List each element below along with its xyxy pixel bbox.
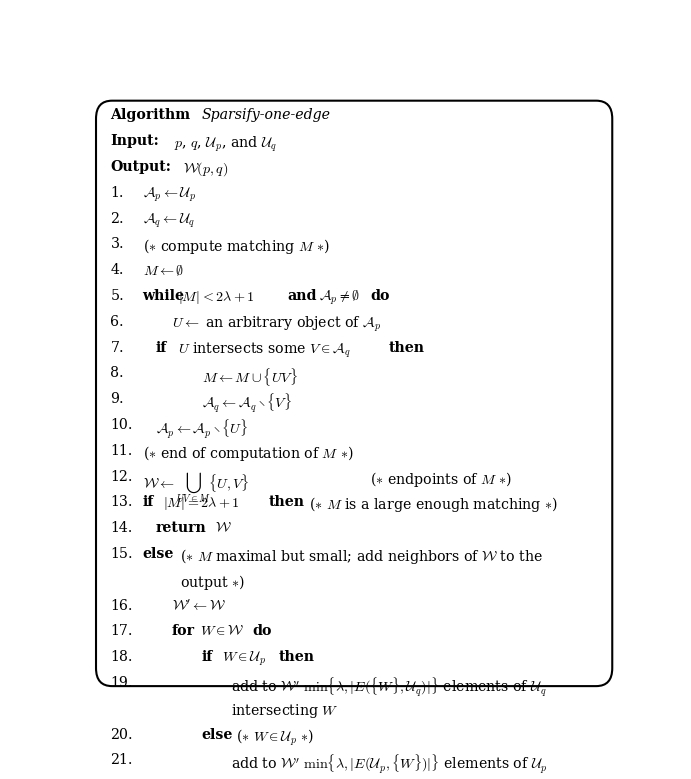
Text: $\mathcal{W}(p,q)$: $\mathcal{W}(p,q)$ [182, 160, 228, 178]
Text: ($\ast$ end of computation of $M$ $\ast$): ($\ast$ end of computation of $M$ $\ast$… [142, 444, 353, 463]
Text: do: do [370, 289, 390, 303]
Text: Input:: Input: [111, 134, 159, 148]
Text: 11.: 11. [111, 444, 133, 458]
Text: $M \leftarrow M \cup \{UV\}$: $M \leftarrow M \cup \{UV\}$ [202, 366, 297, 389]
Text: 20.: 20. [111, 728, 133, 742]
Text: $\mathcal{A}_p \neq \emptyset$: $\mathcal{A}_p \neq \emptyset$ [319, 289, 360, 308]
Text: 3.: 3. [111, 238, 124, 252]
Text: do: do [252, 624, 272, 638]
Text: 12.: 12. [111, 470, 133, 484]
Text: ($\ast$ compute matching $M$ $\ast$): ($\ast$ compute matching $M$ $\ast$) [142, 238, 330, 256]
Text: for: for [172, 624, 195, 638]
Text: 13.: 13. [111, 495, 133, 509]
Text: 14.: 14. [111, 521, 133, 535]
Text: 4.: 4. [111, 263, 124, 277]
Text: 21.: 21. [111, 753, 133, 767]
Text: $U$ intersects some $V \in \mathcal{A}_q$: $U$ intersects some $V \in \mathcal{A}_q… [178, 340, 351, 360]
Text: and: and [287, 289, 316, 303]
Text: add to $\mathcal{W}'$ $\min\{\lambda, |E(\{W\}, \mathcal{U}_q)|\}$ elements of $: add to $\mathcal{W}'$ $\min\{\lambda, |E… [231, 676, 547, 699]
Text: $|M| = 2\lambda + 1$: $|M| = 2\lambda + 1$ [163, 495, 240, 513]
Text: $|M| < 2\lambda + 1$: $|M| < 2\lambda + 1$ [178, 289, 255, 306]
Text: then: then [389, 340, 425, 354]
Text: Sparsify-one-edge: Sparsify-one-edge [202, 108, 330, 122]
Text: then: then [279, 650, 315, 664]
Text: $M \leftarrow \emptyset$: $M \leftarrow \emptyset$ [142, 263, 184, 278]
Text: while: while [142, 289, 184, 303]
Text: 1.: 1. [111, 186, 124, 200]
Text: $\mathcal{A}_p \leftarrow \mathcal{U}_p$: $\mathcal{A}_p \leftarrow \mathcal{U}_p$ [142, 186, 196, 204]
Text: 7.: 7. [111, 340, 124, 354]
Text: $W \in \mathcal{U}_p$: $W \in \mathcal{U}_p$ [223, 650, 267, 668]
Text: $\mathcal{A}_q \leftarrow \mathcal{U}_q$: $\mathcal{A}_q \leftarrow \mathcal{U}_q$ [142, 212, 195, 230]
Text: intersecting $W$: intersecting $W$ [231, 702, 339, 720]
Text: then: then [268, 495, 305, 509]
Text: ($\ast$ endpoints of $M$ $\ast$): ($\ast$ endpoints of $M$ $\ast$) [370, 470, 512, 488]
Text: $\mathcal{W}' \leftarrow \mathcal{W}$: $\mathcal{W}' \leftarrow \mathcal{W}$ [172, 598, 226, 614]
Text: 15.: 15. [111, 547, 133, 561]
Text: 2.: 2. [111, 212, 124, 226]
Text: 5.: 5. [111, 289, 124, 303]
Text: if: if [156, 340, 167, 354]
Text: ($\ast$ $W \in \mathcal{U}_p$ $\ast$): ($\ast$ $W \in \mathcal{U}_p$ $\ast$) [236, 728, 314, 748]
Text: $p$, $q$, $\mathcal{U}_p$, and $\mathcal{U}_q$: $p$, $q$, $\mathcal{U}_p$, and $\mathcal… [173, 134, 277, 153]
Text: if: if [202, 650, 213, 664]
Text: return: return [156, 521, 207, 535]
Text: 19.: 19. [111, 676, 133, 690]
Text: 18.: 18. [111, 650, 133, 664]
Text: $\mathcal{W} \leftarrow \bigcup_{UV \in M}\{U, V\}$: $\mathcal{W} \leftarrow \bigcup_{UV \in … [142, 470, 249, 505]
Text: 10.: 10. [111, 418, 133, 432]
Text: $\mathcal{W}$: $\mathcal{W}$ [215, 521, 231, 535]
Text: 17.: 17. [111, 624, 133, 638]
Text: 16.: 16. [111, 598, 133, 612]
Text: add to $\mathcal{W}'$ $\min\{\lambda, |E(\mathcal{U}_p, \{W\})|\}$ elements of $: add to $\mathcal{W}'$ $\min\{\lambda, |E… [231, 753, 547, 777]
Text: Output:: Output: [111, 160, 171, 174]
Text: $U \leftarrow$ an arbitrary object of $\mathcal{A}_p$: $U \leftarrow$ an arbitrary object of $\… [172, 315, 381, 334]
Text: ($\ast$ $M$ is a large enough matching $\ast$): ($\ast$ $M$ is a large enough matching $… [309, 495, 558, 514]
Text: if: if [142, 495, 154, 509]
Text: output $\ast$): output $\ast$) [180, 573, 245, 592]
Text: Algorithm: Algorithm [111, 108, 191, 122]
Text: ($\ast$ $M$ maximal but small; add neighbors of $\mathcal{W}$ to the: ($\ast$ $M$ maximal but small; add neigh… [180, 547, 543, 566]
FancyBboxPatch shape [96, 100, 612, 686]
Text: $\mathcal{A}_q \leftarrow \mathcal{A}_q \setminus \{V\}$: $\mathcal{A}_q \leftarrow \mathcal{A}_q … [202, 392, 292, 415]
Text: else: else [142, 547, 174, 561]
Text: 9.: 9. [111, 392, 124, 406]
Text: 8.: 8. [111, 366, 124, 380]
Text: $\mathcal{A}_p \leftarrow \mathcal{A}_p \setminus \{U\}$: $\mathcal{A}_p \leftarrow \mathcal{A}_p … [156, 418, 248, 441]
Text: $W \in \mathcal{W}$: $W \in \mathcal{W}$ [200, 624, 245, 638]
Text: else: else [202, 728, 233, 742]
Text: 6.: 6. [111, 315, 124, 329]
